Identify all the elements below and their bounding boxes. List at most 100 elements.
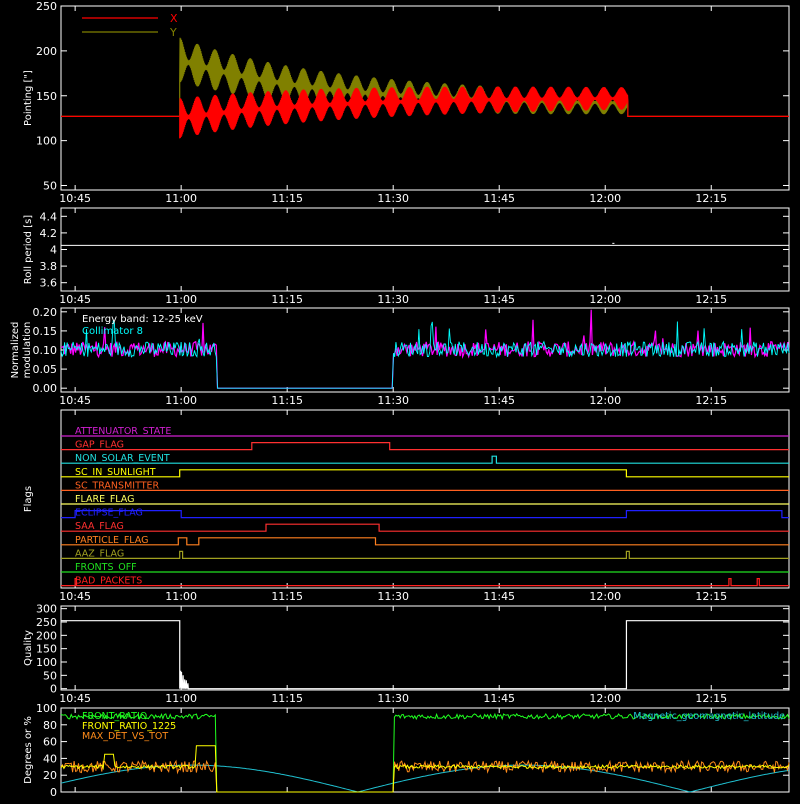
- flag-label-4: SC_TRANSMITTER: [75, 480, 160, 491]
- panel-3-xtick-label-1: 11:00: [165, 394, 197, 407]
- panel-2-ytick-label-4: 4.4: [40, 210, 58, 223]
- panel-2-xtick-label-0: 10:45: [59, 293, 91, 306]
- panel-5-ytick-label-2: 100: [36, 656, 57, 669]
- panel-6-ytick-label-5: 100: [36, 702, 57, 715]
- panel-2-xtick-label-3: 11:30: [377, 293, 409, 306]
- flag-label-5: FLARE_FLAG: [75, 494, 135, 505]
- panel-3-ytick-label-3: 0.15: [33, 325, 58, 338]
- panel-1-xtick-label-2: 11:15: [271, 192, 303, 205]
- panel-6-ytick-label-1: 20: [43, 769, 57, 782]
- legend-label-FRONT_RATIO: FRONT_RATIO: [82, 711, 147, 722]
- panel-4-xtick-label-2: 11:15: [271, 590, 303, 603]
- panel-2-xtick-label-5: 12:00: [589, 293, 621, 306]
- panel-1-xtick-label-6: 12:15: [695, 192, 727, 205]
- panel-3-xtick-label-4: 11:45: [483, 394, 515, 407]
- panel-5-xtick-label-2: 11:15: [271, 692, 303, 705]
- panel-5-frame: [60, 605, 790, 691]
- flag-label-2: NON_SOLAR_EVENT: [75, 453, 170, 464]
- panel-6-frame: [60, 707, 790, 793]
- panel-3-ytick-label-2: 0.10: [33, 344, 58, 357]
- panel-1-frame: [60, 5, 790, 191]
- flag-label-6: ECLIPSE_FLAG: [75, 508, 143, 519]
- panel-1-ytick-label-0: 50: [43, 180, 57, 193]
- panel-3-ylabel-0: Normalized: [10, 322, 21, 379]
- flag-label-0: ATTENUATOR_STATE: [75, 426, 171, 437]
- panel-1-ytick-label-4: 250: [36, 0, 57, 13]
- panel-2-ylabel: Roll period [s]: [23, 215, 34, 284]
- legend-label-Magnetic_geomagnetic_latitude: Magnetic_geomagnetic_latitude: [633, 711, 785, 722]
- panel-5-ytick-label-3: 150: [36, 643, 57, 656]
- panel-5-ytick-label-0: 0: [50, 683, 57, 696]
- flag-label-7: SAA_FLAG: [75, 521, 124, 532]
- panel-6-ytick-label-4: 80: [43, 719, 57, 732]
- panel-5-ytick-label-6: 300: [36, 603, 57, 616]
- panel-3-xtick-label-2: 11:15: [271, 394, 303, 407]
- panel-2-xtick-label-2: 11:15: [271, 293, 303, 306]
- panel-1-xtick-label-5: 12:00: [589, 192, 621, 205]
- flag-line-1: [61, 442, 789, 451]
- panel-1-xtick-label-4: 11:45: [483, 192, 515, 205]
- panel-3-xtick-label-0: 10:45: [59, 394, 91, 407]
- panel-5-ylabel: Quality: [23, 630, 34, 666]
- panel-1-ytick-label-1: 100: [36, 135, 57, 148]
- panel-3-xtick-label-3: 11:30: [377, 394, 409, 407]
- legend-label-Y: Y: [169, 26, 177, 39]
- flag-line-7: [61, 523, 789, 532]
- panel-3-ytick-label-0: 0.00: [33, 382, 58, 395]
- panel-5-xtick-label-3: 11:30: [377, 692, 409, 705]
- degrees-series-1: [60, 745, 790, 793]
- panel-3-xtick-label-5: 12:00: [589, 394, 621, 407]
- pointing-series-X: [61, 86, 789, 139]
- panel-2-xtick-label-4: 11:45: [483, 293, 515, 306]
- panel-2-ytick-label-0: 3.6: [40, 277, 58, 290]
- modulation-series-1: [60, 320, 790, 389]
- flag-label-11: BAD_PACKETS: [75, 576, 142, 587]
- panel-6-ytick-label-0: 0: [50, 786, 57, 799]
- panel-2-ytick-label-2: 4: [50, 244, 57, 257]
- latitude-series: [60, 764, 790, 793]
- panel-4-frame: [60, 409, 790, 589]
- panel-5-ytick-label-1: 50: [43, 669, 57, 682]
- panel-5-xtick-label-5: 12:00: [589, 692, 621, 705]
- panel-3-ylabel-1: modulation: [22, 322, 33, 379]
- flag-line-2: [61, 455, 789, 464]
- flag-line-11: [61, 578, 789, 587]
- panel-4-xtick-label-4: 11:45: [483, 590, 515, 603]
- panel-4-xtick-label-1: 11:00: [165, 590, 197, 603]
- panel-3-xtick-label-6: 12:15: [695, 394, 727, 407]
- panel-2-frame: [60, 207, 790, 292]
- panel-5-xtick-label-6: 12:15: [695, 692, 727, 705]
- flag-label-10: FRONTS_OFF: [75, 562, 137, 573]
- panel-6-ytick-label-2: 40: [43, 752, 57, 765]
- flag-label-9: AAZ_FLAG: [75, 548, 124, 559]
- panel-2-xtick-label-6: 12:15: [695, 293, 727, 306]
- panel-5-xtick-label-1: 11:00: [165, 692, 197, 705]
- panel-1-ytick-label-3: 200: [36, 45, 57, 58]
- legend-label-X: X: [170, 12, 178, 25]
- panel-2-ytick-label-3: 4.2: [40, 227, 58, 240]
- panel-5-ytick-label-5: 250: [36, 616, 57, 629]
- flag-line-3: [61, 469, 789, 478]
- panel-1-ylabel: Pointing ["]: [23, 70, 34, 126]
- annotation-collimator: Collimator 8: [82, 326, 143, 337]
- flag-line-6: [61, 510, 789, 519]
- panel-5-xtick-label-4: 11:45: [483, 692, 515, 705]
- panel-3-ytick-label-1: 0.05: [33, 363, 58, 376]
- panel-5-ytick-label-4: 200: [36, 629, 57, 642]
- panel-1-xtick-label-0: 10:45: [59, 192, 91, 205]
- flag-label-8: PARTICLE_FLAG: [75, 535, 148, 546]
- panel-5-xtick-label-0: 10:45: [59, 692, 91, 705]
- flag-line-8: [61, 537, 789, 546]
- flag-line-9: [61, 550, 789, 559]
- annotation-energy-band: Energy band: 12-25 keV: [82, 314, 203, 325]
- panel-4-xtick-label-3: 11:30: [377, 590, 409, 603]
- panel-4-xtick-label-5: 12:00: [589, 590, 621, 603]
- panel-6-ytick-label-3: 60: [43, 736, 57, 749]
- panel-3-ytick-label-4: 0.20: [33, 306, 58, 319]
- panel-2-ytick-label-1: 3.8: [40, 260, 58, 273]
- flag-label-1: GAP_FLAG: [75, 440, 124, 451]
- panel-1-xtick-label-3: 11:30: [377, 192, 409, 205]
- flag-label-3: SC_IN_SUNLIGHT: [75, 467, 156, 478]
